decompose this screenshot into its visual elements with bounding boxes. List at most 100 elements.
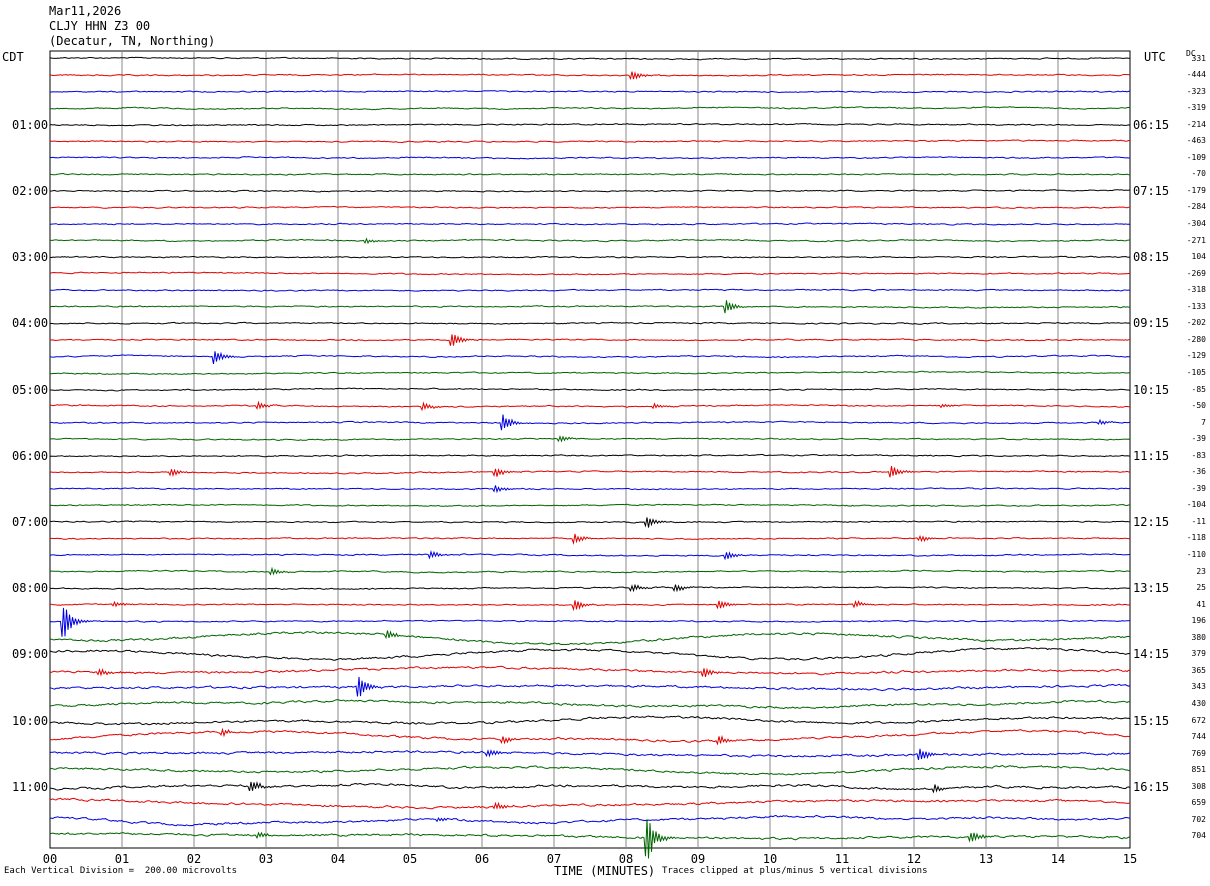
header-station: CLJY HHN Z3 00: [49, 19, 151, 33]
dc-offset-label: 104: [1191, 252, 1206, 262]
seismic-trace: [49, 222, 1131, 226]
left-hour-label: 10:00: [12, 713, 49, 728]
seismic-trace: [49, 172, 1131, 176]
x-tick-label: 12: [906, 852, 922, 866]
seismic-trace: [49, 71, 1131, 81]
right-hour-label: 09:15: [1133, 316, 1170, 331]
x-axis-title: TIME (MINUTES): [554, 864, 656, 878]
seismic-trace: [49, 797, 1131, 810]
seismic-trace: [49, 550, 1131, 561]
seismic-trace: [49, 583, 1131, 593]
seismic-trace: [49, 414, 1131, 431]
right-hour-label: 14:15: [1133, 647, 1170, 662]
dc-offset-label: 196: [1191, 616, 1206, 626]
seismic-trace: [49, 288, 1130, 292]
seismic-trace: [49, 90, 1131, 94]
dc-offset-label: 25: [1196, 583, 1206, 593]
seismic-trace: [49, 321, 1131, 325]
seismic-trace: [49, 814, 1131, 827]
dc-offset-label: -110: [1186, 550, 1206, 559]
dc-offset-label: -179: [1186, 185, 1206, 195]
dc-offset-label: 7: [1201, 417, 1206, 427]
seismic-trace: [49, 819, 1131, 859]
left-hour-label: 02:00: [12, 183, 49, 198]
seismic-trace: [49, 764, 1131, 776]
dc-offset-label: 704: [1191, 831, 1206, 841]
left-hour-label: 07:00: [12, 514, 49, 529]
left-hour-label: 11:00: [12, 779, 49, 794]
seismic-trace: [49, 715, 1131, 726]
seismic-trace: [49, 727, 1131, 746]
dc-offset-label: -133: [1186, 301, 1206, 311]
x-tick-label: 06: [474, 852, 490, 866]
x-tick-label: 14: [1050, 852, 1066, 866]
dc-offset-label: -85: [1191, 384, 1206, 394]
seismic-trace: [49, 517, 1131, 528]
x-tick-label: 01: [114, 852, 130, 866]
dc-offset-label: -323: [1186, 86, 1206, 96]
vertical-division-note: Each Vertical Division = 200.00 microvol…: [4, 866, 237, 876]
dc-offset-label: 744: [1191, 732, 1206, 742]
right-hour-label: 07:15: [1133, 183, 1170, 198]
x-tick-label: 13: [978, 852, 994, 866]
seismic-trace: [49, 106, 1131, 111]
dc-offset-label: -202: [1186, 318, 1206, 328]
seismic-trace: [49, 503, 1131, 507]
dc-offset-label: -304: [1186, 219, 1206, 228]
plot-frame: [49, 50, 1131, 849]
left-hour-label: 01:00: [12, 117, 49, 132]
x-tick-label: 15: [1122, 852, 1138, 866]
header-location: (Decatur, TN, Northing): [49, 34, 216, 48]
dc-offset-label: 308: [1191, 781, 1206, 791]
dc-offset-label: -444: [1186, 70, 1206, 80]
seismic-trace: [49, 780, 1131, 794]
seismic-trace: [49, 370, 1131, 375]
left-hour-label: 05:00: [12, 382, 49, 397]
x-tick-label: 00: [42, 852, 58, 866]
right-timezone-label: UTC: [1144, 50, 1166, 64]
seismic-trace: [49, 189, 1131, 193]
seismic-trace: [49, 533, 1131, 545]
dc-offset-label: -214: [1186, 119, 1206, 129]
dc-offset-label: -319: [1186, 103, 1206, 113]
seismic-trace: [49, 271, 1131, 276]
left-hour-label: 06:00: [12, 448, 49, 463]
seismic-trace: [49, 237, 1131, 245]
right-hour-label: 08:15: [1133, 250, 1170, 265]
dc-offset-label: -104: [1186, 500, 1206, 510]
left-hour-label: 08:00: [12, 581, 49, 596]
right-hour-label: 06:15: [1133, 117, 1170, 132]
dc-offset-label: -129: [1186, 351, 1206, 361]
dc-offset-label: -39: [1191, 483, 1206, 493]
dc-offset-label: 365: [1191, 665, 1206, 675]
dc-offset-label: -39: [1191, 434, 1206, 444]
dc-offset-label: -463: [1186, 136, 1206, 146]
dc-offset-label: -118: [1186, 533, 1206, 543]
dc-offset-label: -70: [1191, 169, 1206, 179]
dc-offset-label: -318: [1186, 285, 1206, 295]
dc-offset-label: -271: [1186, 235, 1206, 245]
right-hour-label: 15:15: [1133, 713, 1170, 728]
left-hour-label: 04:00: [12, 316, 49, 331]
seismic-trace: [49, 255, 1131, 259]
right-hour-label: 10:15: [1133, 382, 1170, 397]
seismic-trace: [49, 334, 1131, 346]
dc-offset-label: 41: [1196, 599, 1206, 609]
dc-offset-label: 23: [1196, 566, 1206, 576]
dc-offset-label: -284: [1186, 202, 1206, 212]
seismic-trace: [49, 665, 1131, 678]
clipping-note: Traces clipped at plus/minus 5 vertical …: [662, 866, 928, 876]
dc-offset-label: 380: [1191, 632, 1206, 642]
seismic-trace: [50, 387, 1131, 392]
seismic-trace: [49, 607, 1131, 637]
seismic-trace: [49, 122, 1131, 127]
right-hour-label: 12:15: [1133, 514, 1170, 529]
right-hour-label: 16:15: [1133, 779, 1170, 794]
seismic-trace: [49, 566, 1131, 576]
x-tick-label: 04: [330, 852, 346, 866]
left-hour-label: 03:00: [12, 250, 49, 265]
seismic-trace: [49, 466, 1131, 478]
dc-offset-label: -11: [1191, 516, 1206, 526]
dc-offset-label: -109: [1186, 152, 1206, 162]
